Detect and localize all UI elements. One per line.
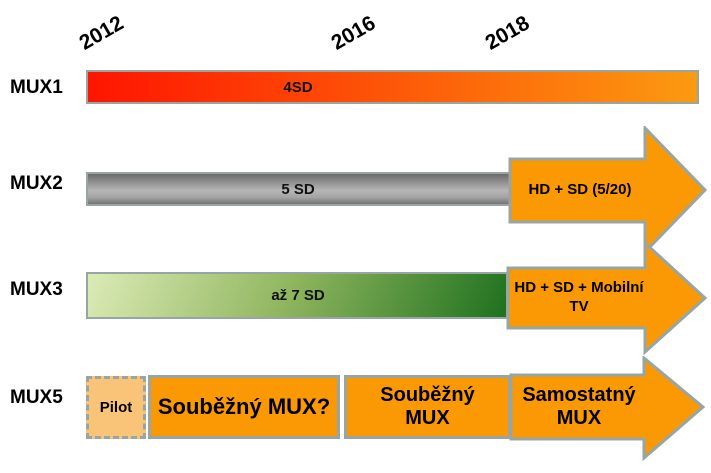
row-label-mux2: MUX2 [10,173,63,194]
mux2-bar-label: 5 SD [281,180,315,198]
mux1-bar-label: 4SD [283,78,313,96]
mux2-bar: 5 SD [86,172,516,206]
mux5-arrow-label: Samostatný MUX [522,384,636,429]
row-label-mux5: MUX5 [10,387,63,408]
mux5-pilot-box: Pilot [86,376,146,439]
mux2-arrow-label: HD + SD (5/20) [528,181,632,199]
year-label-2016: 2016 [327,11,380,55]
mux5-soubezny-mux-question-box: Souběžný MUX? [148,375,340,439]
right-arrow-icon [509,356,706,462]
year-label-2018: 2018 [481,11,534,55]
mux3-bar-label: až 7 SD [271,287,325,304]
mux3-arrow: HD + SD + Mobilní TV [505,241,709,361]
right-arrow-icon [506,241,708,356]
mux5-arrow: Samostatný MUX [508,356,708,462]
year-label-2012: 2012 [75,11,128,55]
mux3-arrow-label: HD + SD + Mobilní TV [514,279,644,315]
mux2-arrow: HD + SD (5/20) [508,126,708,256]
row-label-mux1: MUX1 [10,77,63,98]
mux5-soubezny-mux-box: Souběžný MUX [344,375,511,439]
mux3-bar: až 7 SD [86,272,508,319]
mux1-bar: 4SD [86,70,699,104]
right-arrow-icon [508,126,708,256]
row-label-mux3: MUX3 [10,279,63,300]
